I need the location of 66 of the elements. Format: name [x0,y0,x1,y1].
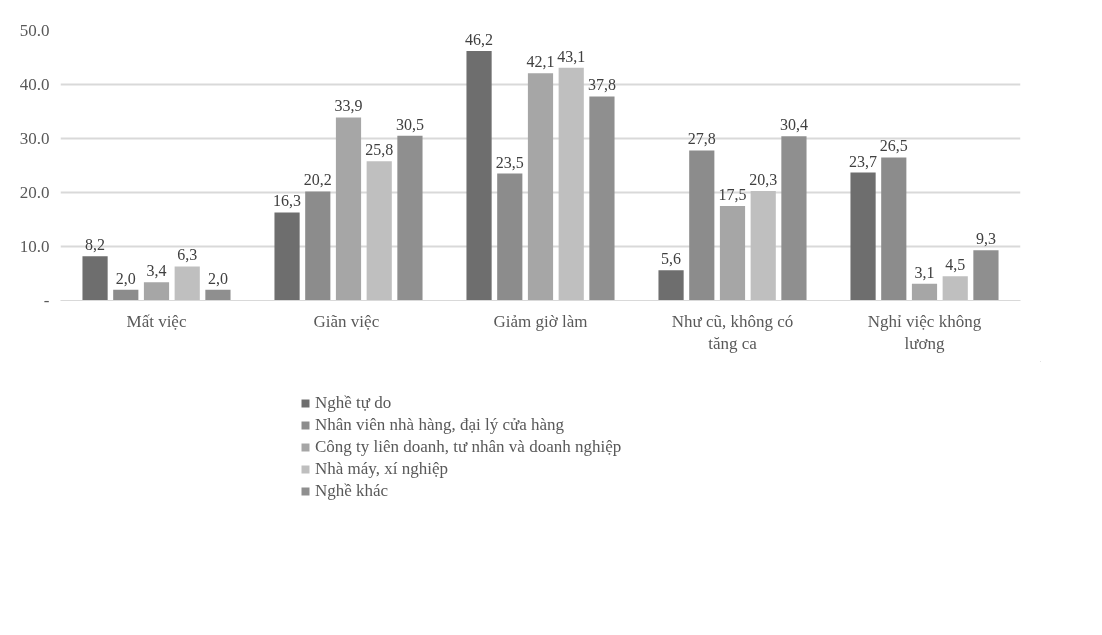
bar [466,51,492,301]
data-label: 46,2 [465,31,494,49]
x-tick-label: Giãn việc [313,311,380,331]
data-label: 8,2 [85,236,106,254]
legend-label: Nghề khác [315,481,389,501]
bar [527,73,554,301]
x-tick-label: Nghỉ việc không lương [867,311,982,354]
legend-label: Nhà máy, xí nghiệp [315,459,448,479]
bar [366,161,392,301]
data-label: 20,3 [749,170,778,188]
bar [205,289,231,301]
legend-label: Công ty liên doanh, tư nhân và doanh nghiệp [315,437,622,457]
bar [274,212,300,301]
bar [881,157,907,301]
x-tick-label: Giảm giờ làm [493,311,588,331]
data-label: 30,5 [395,115,424,133]
data-label: 16,3 [273,192,302,210]
data-label: 4,5 [945,256,966,274]
data-label: 23,5 [495,153,524,171]
data-label: 9,3 [975,230,996,248]
legend-label: Nghề tự do [315,393,392,413]
bar [658,270,684,301]
y-tick-label: 10.0 [19,237,50,256]
bar [335,117,362,301]
legend-label: Nhân viên nhà hàng, đại lý cửa hàng [315,415,565,435]
data-label: 2,0 [115,269,136,287]
y-tick-label: 50.0 [19,21,50,40]
data-label: 5,6 [661,250,682,268]
data-label: 23,7 [849,152,878,170]
bar [558,67,584,301]
y-tick-label: 30.0 [19,129,50,148]
bar [82,256,108,301]
bar [397,135,423,301]
bar [942,276,968,301]
x-tick-label: Như cũ, không có tăng ca [671,311,794,354]
data-label: 6,3 [177,246,198,264]
bar [174,266,200,301]
bar [143,282,170,301]
data-label: 27,8 [687,130,716,148]
bar [750,190,776,301]
data-label: 3,1 [914,263,935,281]
bar [113,289,139,301]
data-label: 43,1 [557,47,586,65]
bar [719,206,746,301]
y-tick-label: 40.0 [19,75,50,94]
bar [689,150,715,301]
y-tick-label: - [43,291,50,310]
data-label: 17,5 [718,186,747,203]
bar [305,191,331,301]
data-label: 25,8 [365,141,394,159]
data-label: 37,8 [587,76,616,94]
data-label: 42,1 [526,53,555,71]
bar [497,173,523,301]
bar [589,96,615,301]
x-tick-label: Mất việc [126,311,187,331]
data-label: 26,5 [879,137,908,155]
data-label: 20,2 [303,171,332,189]
data-label: 2,0 [207,269,228,287]
bar [850,172,876,301]
bar [781,136,807,301]
bar [973,250,999,301]
data-label: 3,4 [146,262,167,280]
data-label: 33,9 [334,97,363,115]
data-label: 30,4 [779,116,808,134]
bar [911,283,938,301]
y-tick-label: 20.0 [19,183,50,202]
